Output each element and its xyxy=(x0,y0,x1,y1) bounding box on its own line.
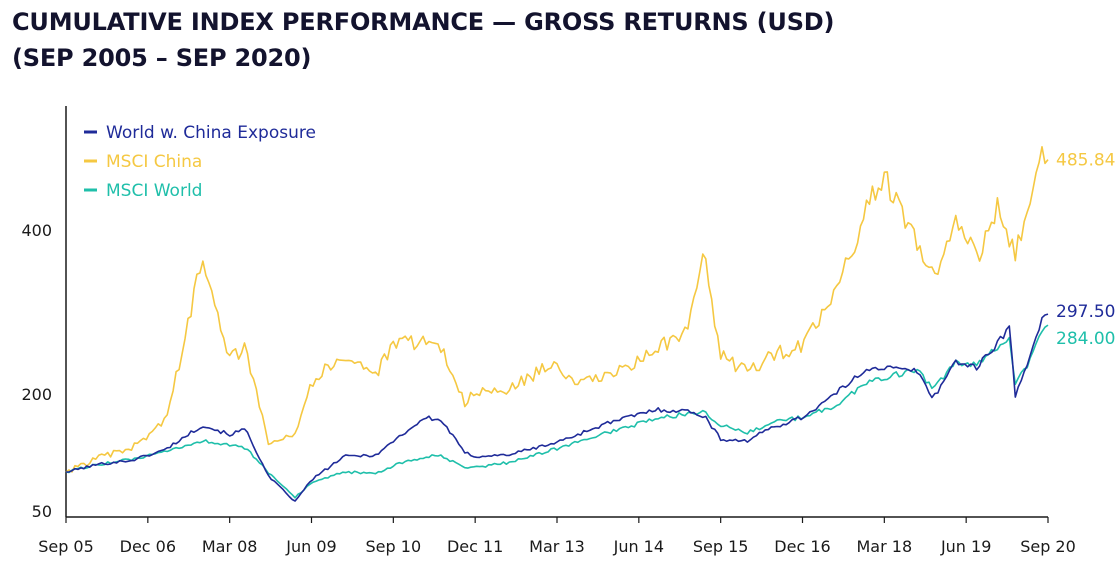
chart-title: CUMULATIVE INDEX PERFORMANCE — GROSS RET… xyxy=(12,4,835,76)
chart-title-line-2: (SEP 2005 – SEP 2020) xyxy=(12,44,312,72)
chart-legend: World w. China Exposure MSCI China MSCI Wo… xyxy=(84,123,316,201)
series-line xyxy=(65,146,1049,473)
x-tick-label: Sep 10 xyxy=(366,537,422,556)
x-tick-label: Mar 08 xyxy=(202,537,258,556)
y-tick-label: 400 xyxy=(21,221,52,240)
end-value-label: 297.50 xyxy=(1056,302,1115,322)
x-tick-label: Sep 20 xyxy=(1020,537,1076,556)
series-line xyxy=(65,324,1049,499)
x-tick-label: Jun 19 xyxy=(940,537,991,556)
x-tick-label: Dec 06 xyxy=(120,537,176,556)
x-tick-label: Jun 14 xyxy=(613,537,664,556)
series-layer xyxy=(65,146,1049,502)
x-tick-label: Sep 05 xyxy=(38,537,94,556)
x-tick-label: Sep 15 xyxy=(693,537,749,556)
y-tick-label: 50 xyxy=(32,502,52,521)
chart-title-line-1: CUMULATIVE INDEX PERFORMANCE — GROSS RET… xyxy=(12,8,835,36)
y-tick-label: 200 xyxy=(21,385,52,404)
legend-label: MSCI China xyxy=(106,152,202,172)
legend-label: MSCI World xyxy=(106,181,202,201)
end-labels: 297.50 485.84 284.00 xyxy=(1056,151,1115,350)
x-tick-label: Jun 09 xyxy=(285,537,336,556)
x-tick-label: Mar 13 xyxy=(529,537,585,556)
end-value-label: 485.84 xyxy=(1056,151,1115,171)
series-line xyxy=(65,313,1049,502)
x-tick-label: Mar 18 xyxy=(857,537,913,556)
x-tick-label: Dec 11 xyxy=(447,537,503,556)
end-value-label: 284.00 xyxy=(1056,329,1115,349)
x-tick-label: Dec 16 xyxy=(774,537,830,556)
chart-axes: 50 200 400 Sep 05 Dec 06 Mar 08 Jun 09 Sep 10 De… xyxy=(21,106,1076,556)
legend-label: World w. China Exposure xyxy=(106,123,316,143)
